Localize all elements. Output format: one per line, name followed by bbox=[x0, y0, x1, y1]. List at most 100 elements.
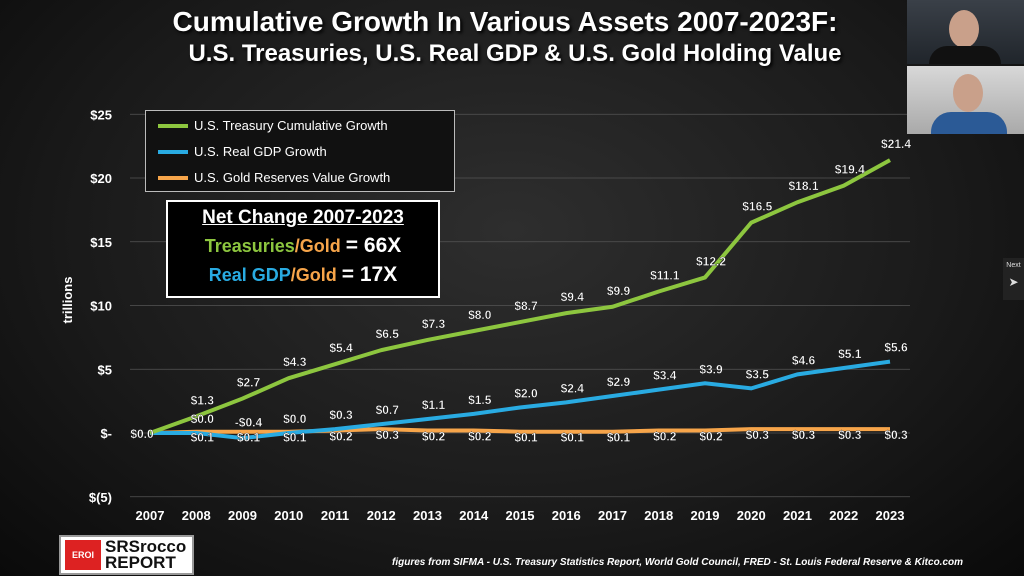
y-tick-label: $10 bbox=[90, 299, 112, 314]
data-label: $7.3 bbox=[422, 317, 446, 331]
x-tick-label: 2018 bbox=[644, 508, 673, 523]
data-label: $0.0 bbox=[191, 412, 215, 426]
data-label: $16.5 bbox=[742, 200, 772, 214]
x-tick-label: 2012 bbox=[367, 508, 396, 523]
legend: U.S. Treasury Cumulative Growth U.S. Rea… bbox=[145, 110, 455, 192]
label-treasuries: Treasuries bbox=[204, 236, 295, 256]
data-label: $2.4 bbox=[561, 381, 585, 395]
data-label: $5.4 bbox=[329, 341, 353, 355]
x-tick-label: 2007 bbox=[136, 508, 165, 523]
data-label: $9.4 bbox=[561, 290, 585, 304]
x-tick-label: 2022 bbox=[829, 508, 858, 523]
data-label: $3.4 bbox=[653, 369, 677, 383]
data-label: $5.6 bbox=[884, 341, 908, 355]
y-tick-label: $- bbox=[100, 426, 112, 441]
data-label: $2.9 bbox=[607, 375, 631, 389]
data-label: $1.5 bbox=[468, 393, 492, 407]
legend-item-gdp: U.S. Real GDP Growth bbox=[158, 144, 327, 159]
data-label: $0.1 bbox=[607, 431, 631, 445]
label-real-gdp: Real GDP bbox=[208, 265, 291, 285]
data-label: $18.1 bbox=[788, 179, 818, 193]
legend-item-gold: U.S. Gold Reserves Value Growth bbox=[158, 170, 390, 185]
eroi-badge: EROI bbox=[65, 540, 101, 570]
source-footnote: figures from SIFMA - U.S. Treasury Stati… bbox=[392, 557, 964, 568]
data-label: $0.0 bbox=[130, 427, 154, 441]
data-label: $2.7 bbox=[237, 376, 261, 390]
logo-text: SRSrocco bbox=[105, 537, 187, 556]
net-change-heading: Net Change 2007-2023 bbox=[202, 207, 404, 228]
x-tick-label: 2015 bbox=[506, 508, 535, 523]
data-label: $1.3 bbox=[191, 393, 215, 407]
label-gold: /Gold bbox=[290, 265, 337, 285]
srsrocco-logo: EROI SRSrocco REPORT bbox=[59, 535, 194, 575]
x-tick-label: 2016 bbox=[552, 508, 581, 523]
data-label: $1.1 bbox=[422, 398, 446, 412]
net-change-gdp: Real GDP/Gold = 17X bbox=[168, 263, 438, 287]
data-label: $0.1 bbox=[283, 431, 307, 445]
data-label: $8.7 bbox=[514, 299, 538, 313]
y-tick-label: $(5) bbox=[89, 490, 112, 505]
x-tick-label: 2013 bbox=[413, 508, 442, 523]
label-gold: /Gold bbox=[294, 236, 341, 256]
next-label: Next bbox=[1006, 262, 1021, 269]
y-tick-label: $5 bbox=[98, 362, 112, 377]
x-tick-label: 2021 bbox=[783, 508, 812, 523]
data-label: $9.9 bbox=[607, 284, 631, 298]
series-line-0 bbox=[149, 158, 891, 435]
legend-swatch bbox=[158, 123, 188, 128]
x-tick-label: 2019 bbox=[691, 508, 720, 523]
net-change-box: Net Change 2007-2023 Treasuries/Gold = 6… bbox=[166, 200, 440, 298]
legend-swatch bbox=[158, 149, 188, 154]
legend-label: U.S. Gold Reserves Value Growth bbox=[194, 170, 391, 185]
next-button[interactable]: Next ➤ bbox=[1003, 258, 1024, 300]
data-label: $0.3 bbox=[884, 428, 908, 442]
video-tile-participant-1[interactable] bbox=[907, 0, 1024, 64]
data-label: $0.2 bbox=[329, 429, 353, 443]
data-label: $4.3 bbox=[283, 355, 307, 369]
value-17x: = 17X bbox=[341, 263, 398, 286]
data-label: -$0.4 bbox=[235, 416, 263, 430]
data-label: $0.2 bbox=[653, 429, 677, 443]
series-line-1 bbox=[150, 359, 891, 441]
y-axis-label: trillions bbox=[60, 277, 75, 324]
data-label: $11.1 bbox=[650, 268, 680, 282]
x-tick-label: 2020 bbox=[737, 508, 766, 523]
value-66x: = 66X bbox=[345, 234, 402, 257]
x-tick-label: 2017 bbox=[598, 508, 627, 523]
data-label: $0.2 bbox=[422, 429, 446, 443]
data-label: $0.3 bbox=[746, 428, 770, 442]
data-label: $2.0 bbox=[514, 387, 538, 401]
x-tick-label: 2014 bbox=[459, 508, 489, 523]
legend-item-treasury: U.S. Treasury Cumulative Growth bbox=[158, 118, 388, 133]
data-label: $0.1 bbox=[191, 431, 215, 445]
data-label: $0.2 bbox=[699, 429, 723, 443]
series-line-2 bbox=[149, 427, 890, 435]
data-label: $0.1 bbox=[514, 431, 538, 445]
data-label: $21.4 bbox=[881, 137, 911, 151]
data-label: $5.1 bbox=[838, 347, 862, 361]
data-label: $0.1 bbox=[237, 431, 261, 445]
data-label: $12.2 bbox=[696, 254, 726, 268]
legend-label: U.S. Treasury Cumulative Growth bbox=[194, 118, 388, 133]
legend-swatch bbox=[158, 175, 188, 180]
chart-subtitle: U.S. Treasuries, U.S. Real GDP & U.S. Go… bbox=[188, 40, 842, 67]
video-tile-participant-2[interactable] bbox=[907, 66, 1024, 134]
x-tick-label: 2008 bbox=[182, 508, 211, 523]
data-label: $0.3 bbox=[376, 428, 400, 442]
y-tick-label: $25 bbox=[90, 107, 112, 122]
data-label: $8.0 bbox=[468, 308, 492, 322]
data-label: $0.7 bbox=[376, 403, 400, 417]
net-change-treasuries: Treasuries/Gold = 66X bbox=[168, 234, 438, 258]
legend-label: U.S. Real GDP Growth bbox=[194, 144, 327, 159]
x-tick-label: 2010 bbox=[274, 508, 303, 523]
data-label: $0.2 bbox=[468, 429, 492, 443]
y-tick-label: $20 bbox=[90, 171, 112, 186]
y-tick-label: $15 bbox=[90, 235, 112, 250]
data-label: $0.3 bbox=[329, 408, 353, 422]
chart-title: Cumulative Growth In Various Assets 2007… bbox=[172, 6, 838, 37]
data-label: $3.5 bbox=[746, 367, 770, 381]
x-tick-label: 2011 bbox=[321, 508, 349, 523]
data-label: $0.0 bbox=[283, 412, 307, 426]
